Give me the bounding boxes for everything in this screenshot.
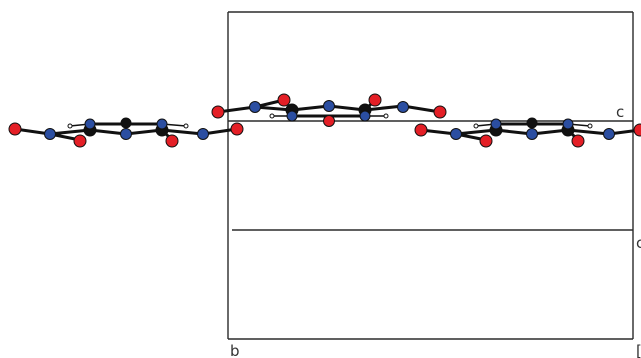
oxygen-atom xyxy=(572,135,584,147)
nitrogen-atom xyxy=(398,102,409,113)
oxygen-atom xyxy=(231,123,243,135)
nitrogen-atom xyxy=(527,129,538,140)
oxygen-atom xyxy=(166,135,178,147)
oxygen-atom xyxy=(324,116,335,127)
nitrogen-atom xyxy=(287,111,297,121)
hydrogen-atom xyxy=(384,114,388,118)
nitrogen-atom xyxy=(451,129,462,140)
oxygen-atom xyxy=(212,106,224,118)
carbon-atom xyxy=(527,118,537,128)
nitrogen-atom xyxy=(157,119,167,129)
nitrogen-atom xyxy=(604,129,615,140)
hydrogen-atom xyxy=(68,124,72,128)
hydrogen-atom xyxy=(588,124,592,128)
nitrogen-atom xyxy=(250,102,261,113)
oxygen-atom xyxy=(74,135,86,147)
nitrogen-atom xyxy=(45,129,56,140)
oxygen-atom xyxy=(434,106,446,118)
carbon-atom xyxy=(121,118,131,128)
nitrogen-atom xyxy=(85,119,95,129)
axis-label-c: c xyxy=(616,103,624,121)
hydrogen-atom xyxy=(474,124,478,128)
oxygen-atom xyxy=(480,135,492,147)
nitrogen-atom xyxy=(360,111,370,121)
axis-label-b: b xyxy=(230,342,240,358)
nitrogen-atom xyxy=(491,119,501,129)
oxygen-atom xyxy=(369,94,381,106)
oxygen-atom xyxy=(415,124,427,136)
axis-label-c-edge: c xyxy=(636,234,641,252)
nitrogen-atom xyxy=(324,101,335,112)
axis-corner-mark: [ xyxy=(636,342,641,358)
oxygen-atom xyxy=(634,124,641,136)
oxygen-atom xyxy=(9,123,21,135)
hydrogen-atom xyxy=(270,114,274,118)
nitrogen-atom xyxy=(563,119,573,129)
nitrogen-atom xyxy=(198,129,209,140)
oxygen-atom xyxy=(278,94,290,106)
hydrogen-atom xyxy=(184,124,188,128)
nitrogen-atom xyxy=(121,129,132,140)
